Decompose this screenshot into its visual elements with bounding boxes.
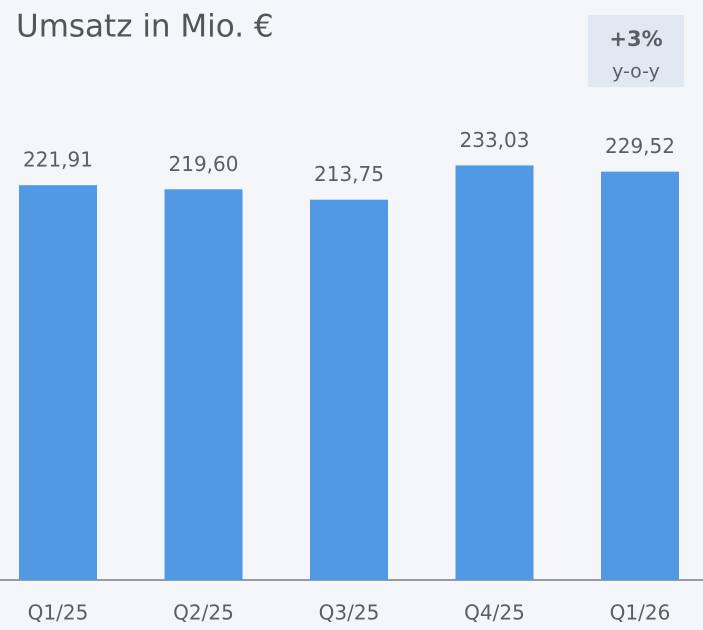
value-label: 219,60 [169, 152, 239, 176]
x-tick-label: Q1/26 [610, 601, 671, 625]
x-tick-label: Q3/25 [319, 601, 380, 625]
x-tick-label: Q2/25 [173, 601, 234, 625]
value-label: 233,03 [460, 128, 530, 152]
badge-value: +3% [609, 27, 662, 51]
badge-subtitle: y-o-y [612, 61, 660, 83]
bar [164, 189, 243, 581]
bar [601, 171, 679, 580]
chart-title: Umsatz in Mio. € [16, 9, 274, 45]
bar [455, 165, 534, 581]
badge-box [588, 15, 684, 87]
value-label: 229,52 [605, 134, 675, 158]
value-label: 213,75 [314, 162, 384, 186]
value-label: 221,91 [23, 148, 93, 172]
x-tick-label: Q1/25 [28, 601, 89, 625]
bar [310, 199, 388, 580]
bar [19, 185, 97, 580]
x-tick-label: Q4/25 [464, 601, 525, 625]
